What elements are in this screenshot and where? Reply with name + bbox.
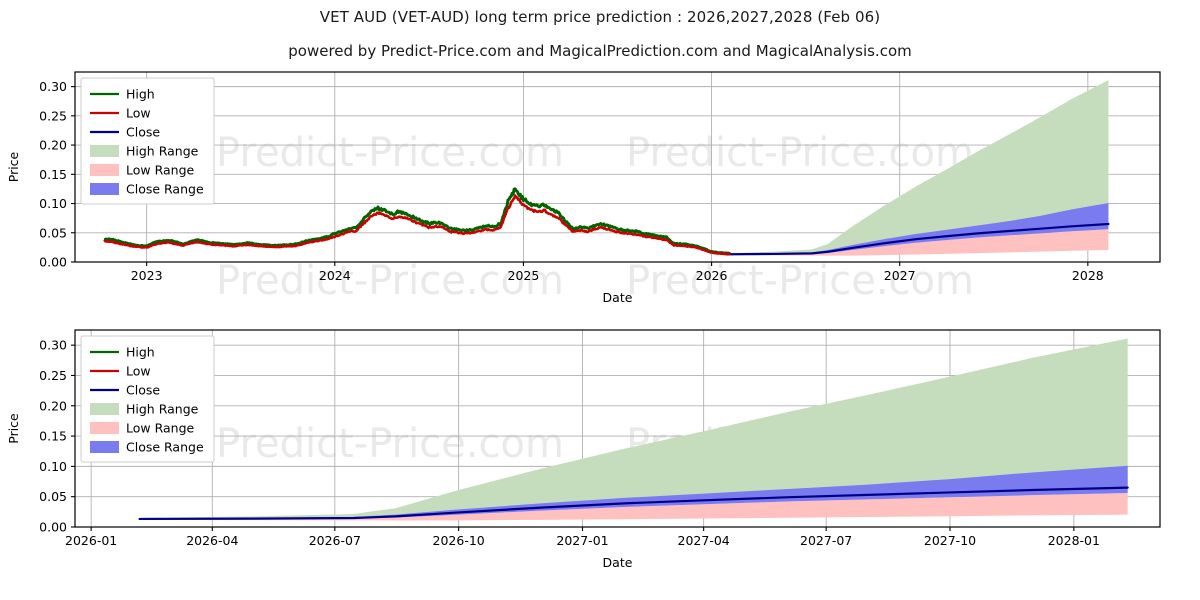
legend-entry-label: Close Range	[126, 440, 204, 455]
legend-swatch-band	[90, 164, 119, 176]
legend-entry-label: Low Range	[126, 163, 195, 178]
close-forecast-line	[138, 486, 1129, 521]
y-tick-label: 0.05	[39, 489, 67, 504]
y-tick-label: 0.15	[39, 429, 67, 444]
figure-title: VET AUD (VET-AUD) long term price predic…	[319, 8, 881, 26]
low-history-line	[103, 194, 731, 256]
x-tick-label: 2027-01	[556, 533, 608, 548]
y-tick-label: 0.30	[39, 338, 67, 353]
axis-labels: 0.00 0.05 0.10 0.15 0.20 0.25 0.30 2026-01 2026-…	[6, 338, 1100, 570]
chart-bottom-forecast-detail: Predict-Price.comPredict-Price.com0.000.…	[0, 322, 1200, 600]
y-tick-label: 0.00	[39, 255, 67, 270]
legend-entry-label: High	[126, 87, 155, 102]
x-axis-label: Date	[603, 555, 633, 570]
axes-frame	[74, 71, 1161, 263]
x-tick-label: 2028	[1072, 268, 1104, 283]
y-tick-label: 0.10	[39, 196, 67, 211]
legend-entry-label: Low	[126, 364, 151, 379]
legend-entry-label: Close	[126, 383, 160, 398]
y-tick-label: 0.20	[39, 138, 67, 153]
y-tick-label: 0.05	[39, 225, 67, 240]
legend-swatch-band	[90, 145, 119, 157]
watermark-text: Predict-Price.com	[626, 258, 974, 304]
close-forecast-line	[729, 222, 1110, 256]
legend-swatch-band	[90, 441, 119, 453]
watermark-text: Predict-Price.com	[216, 421, 564, 467]
x-tick-label: 2028-01	[1048, 533, 1100, 548]
chart-top-historical-and-forecast: Predict-Price.com Predict-Price.com Predic…	[0, 66, 1200, 316]
low-range-band	[730, 229, 1109, 256]
x-tick-label: 2027	[884, 268, 916, 283]
legend-entry-label: Close	[126, 125, 160, 140]
x-tick-label: 2026	[696, 268, 728, 283]
x-tick-label: 2026-01	[65, 533, 117, 548]
y-axis-label: Price	[6, 151, 21, 182]
x-tick-label: 2026-10	[433, 533, 485, 548]
legend-swatch-band	[90, 183, 119, 195]
chart-legend: High Low Close High Range Low Range Close Ran…	[80, 77, 215, 205]
x-tick-label: 2026-04	[186, 533, 238, 548]
x-tick-label: 2027-10	[924, 533, 976, 548]
legend-entry-label: Low	[126, 106, 151, 121]
x-tick-label: 2024	[319, 268, 351, 283]
legend-entry-label: Close Range	[126, 182, 204, 197]
high-range-band	[730, 80, 1109, 255]
chart-legend: High Low Close High Range Low Range Close Ran…	[80, 335, 215, 463]
y-tick-label: 0.10	[39, 459, 67, 474]
x-tick-label: 2027-07	[800, 533, 852, 548]
x-tick-label: 2025	[508, 268, 540, 283]
y-tick-label: 0.25	[39, 368, 67, 383]
legend-swatch-band	[90, 403, 119, 415]
legend-entry-label: Low Range	[126, 421, 195, 436]
x-axis-label: Date	[603, 290, 633, 305]
y-tick-label: 0.30	[39, 79, 67, 94]
watermark-group: Predict-Price.com Predict-Price.com Predic…	[216, 130, 974, 304]
watermark-text: Predict-Price.com	[626, 130, 974, 176]
axes-frame	[74, 329, 1161, 528]
legend-entry-label: High Range	[126, 402, 199, 417]
watermark-text: Predict-Price.com	[216, 258, 564, 304]
legend-swatch-band	[90, 422, 119, 434]
legend-entry-label: High	[126, 345, 155, 360]
watermark-text: Predict-Price.com	[216, 130, 564, 176]
axis-labels: 0.00 0.05 0.10 0.15 0.20 0.25 0.30 2023 2024 2025…	[6, 79, 1104, 305]
y-axis-label: Price	[6, 413, 21, 444]
legend-entry-label: High Range	[126, 144, 199, 159]
figure-subtitle: powered by Predict-Price.com and Magical…	[288, 42, 912, 60]
x-tick-label: 2027-04	[678, 533, 730, 548]
low-range-band	[139, 493, 1128, 521]
y-tick-label: 0.20	[39, 398, 67, 413]
high-range-band	[139, 338, 1128, 519]
x-tick-label: 2026-07	[309, 533, 361, 548]
y-tick-label: 0.25	[39, 108, 67, 123]
y-tick-label: 0.00	[39, 520, 67, 535]
y-tick-label: 0.15	[39, 167, 67, 182]
x-tick-label: 2023	[131, 268, 163, 283]
